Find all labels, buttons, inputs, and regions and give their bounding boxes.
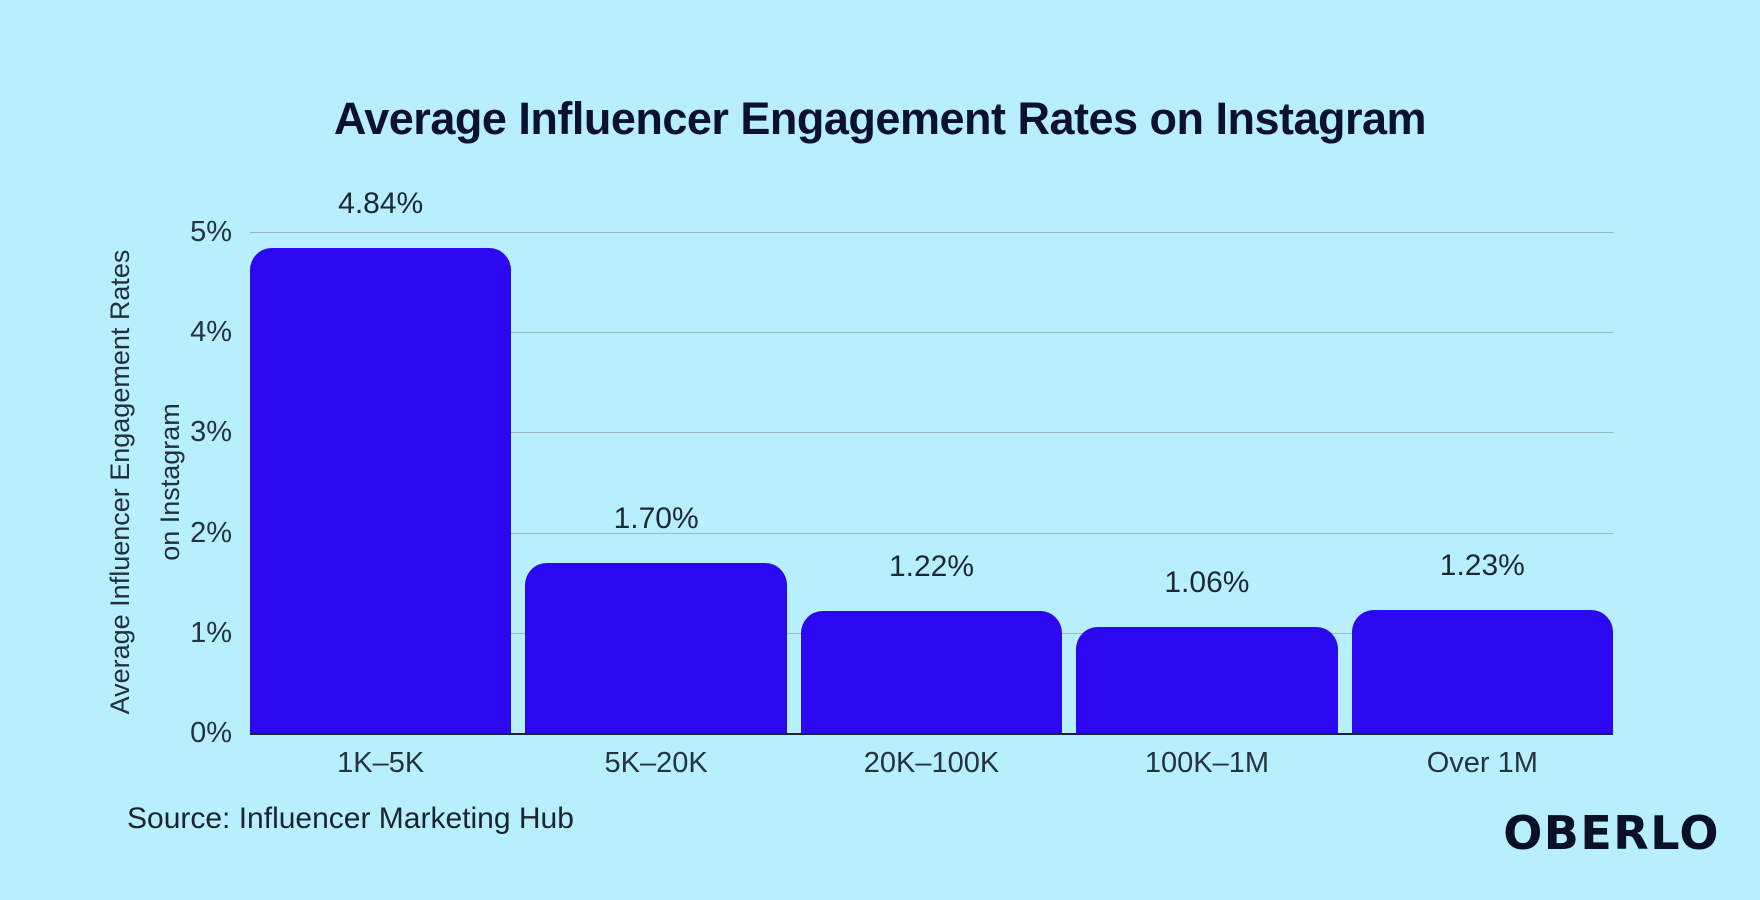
chart-title: Average Influencer Engagement Rates on I… <box>333 93 1427 144</box>
bar-column: 1.23% Over 1M <box>1351 232 1614 779</box>
x-category-label: Over 1M <box>1426 747 1538 779</box>
gridline-5% <box>250 232 1613 233</box>
bar-value-label: 1.70% <box>613 501 699 535</box>
x-category-label: 100K–1M <box>1144 747 1269 779</box>
bar-value-label: 1.23% <box>1439 548 1525 582</box>
bar-20K–100K <box>800 610 1063 733</box>
bar-value-label: 4.84% <box>338 187 424 221</box>
bar-100K–1M <box>1076 626 1338 733</box>
source-note: Source: Influencer Marketing Hub <box>127 802 574 835</box>
bars-container: 4.84% 1K–5K 1.70% 5K–20K 1.22% 20K–100K 1.06% 1… <box>250 189 1614 779</box>
bar-column: 1.22% 20K–100K <box>800 232 1063 779</box>
bar-value-label: 1.22% <box>888 549 975 583</box>
bar-Over 1M <box>1351 609 1614 733</box>
gridline-3% <box>250 432 1613 434</box>
y-tick-label: 1% <box>190 616 232 649</box>
bar-5K–20K <box>525 562 787 733</box>
y-tick-label: 2% <box>190 516 232 549</box>
y-tick-label: 0% <box>190 717 232 749</box>
gridline-4% <box>250 332 1613 334</box>
bar-column: 1.70% 5K–20K <box>525 232 787 779</box>
y-tick-label: 3% <box>190 416 232 449</box>
bar-column: 4.84% 1K–5K <box>250 189 512 779</box>
x-category-label: 20K–100K <box>863 747 1000 779</box>
gridline-2% <box>250 532 1613 534</box>
x-category-label: 5K–20K <box>604 747 708 779</box>
bar-column: 1.06% 100K–1M <box>1076 232 1338 779</box>
y-tick-label: 4% <box>190 316 232 349</box>
y-tick-label: 5% <box>190 216 232 248</box>
bar-1K–5K <box>250 248 512 733</box>
y-axis-title-line1: Average Influencer Engagement Rates <box>105 249 136 715</box>
oberlo-logo: OBERLO <box>1503 806 1720 860</box>
bar-value-label: 1.06% <box>1164 565 1250 599</box>
plot-area: 0% 1% 2% 3% 4% 5% 4.84% 1K–5K 1.70% 5K–20K 1.22% 20… <box>190 189 1614 779</box>
x-category-label: 1K–5K <box>337 747 425 779</box>
